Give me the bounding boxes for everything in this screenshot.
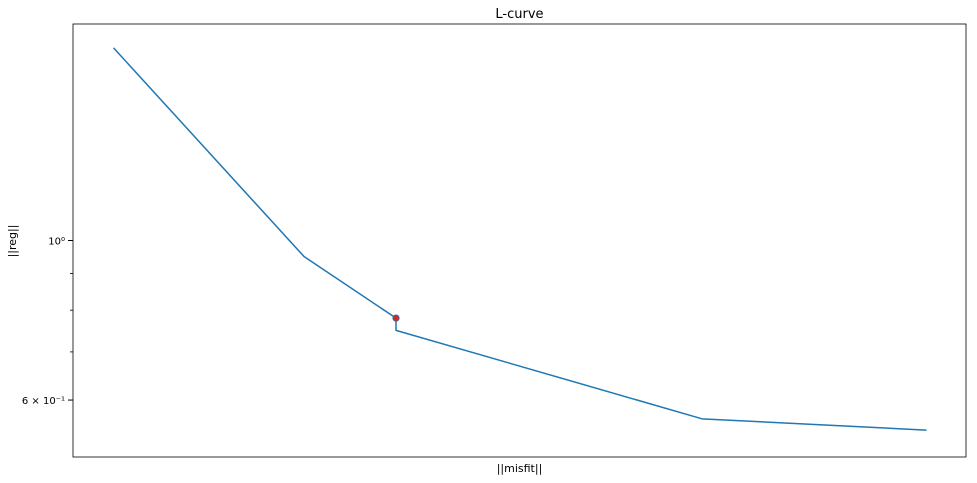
highlight-point	[392, 314, 400, 322]
y-axis-label: ||reg||	[6, 225, 19, 258]
highlight-layer	[392, 314, 400, 322]
x-axis-label: ||misfit||	[497, 462, 543, 475]
series-line	[113, 47, 927, 431]
y-axis-ticks: 10⁰ 6 × 10⁻¹	[22, 237, 73, 407]
y-tick-label: 6 × 10⁻¹	[22, 396, 65, 407]
series-layer	[113, 47, 927, 431]
y-tick-label: 10⁰	[48, 237, 65, 248]
chart-title: L-curve	[495, 7, 543, 22]
plot-area-frame	[72, 23, 967, 458]
